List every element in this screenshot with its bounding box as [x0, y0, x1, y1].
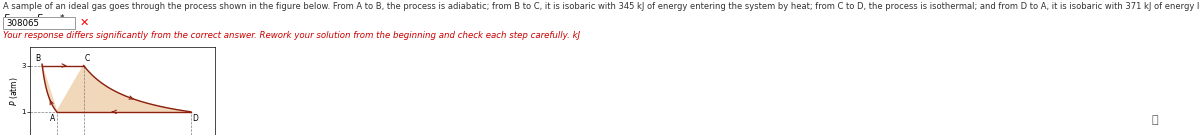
Polygon shape: [42, 64, 191, 112]
Text: A: A: [50, 114, 55, 123]
Text: ✕: ✕: [80, 18, 89, 28]
Text: Your response differs significantly from the correct answer. Rework your solutio: Your response differs significantly from…: [2, 31, 580, 40]
Text: B: B: [36, 54, 41, 63]
Bar: [2, 17, 74, 29]
Text: ⓘ: ⓘ: [1152, 115, 1158, 125]
Text: $E_{\mathregular{int,\,B}}-E_{\mathregular{int,\,A}}$*: $E_{\mathregular{int,\,B}}-E_{\mathregul…: [2, 13, 66, 25]
Y-axis label: $P\ \mathrm{(atm)}$: $P\ \mathrm{(atm)}$: [8, 76, 20, 106]
Text: C: C: [85, 54, 90, 63]
Text: D: D: [192, 114, 198, 123]
Text: 308065: 308065: [6, 18, 38, 28]
Text: A sample of an ideal gas goes through the process shown in the figure below. Fro: A sample of an ideal gas goes through th…: [2, 2, 1200, 11]
